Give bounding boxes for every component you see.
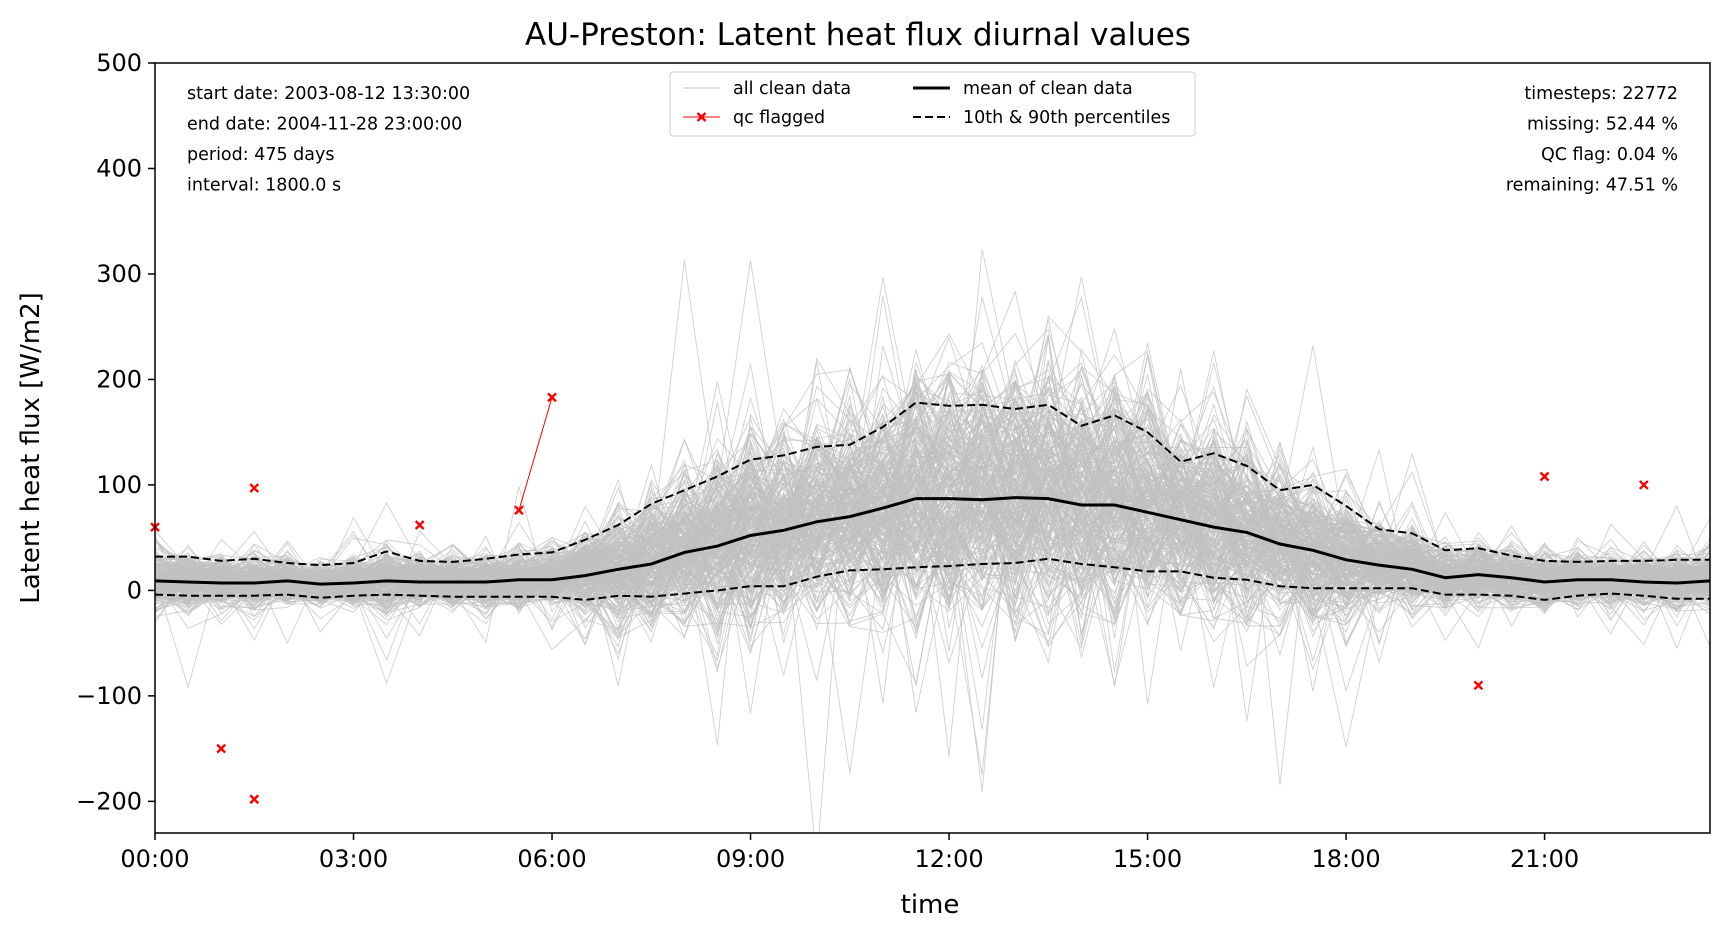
qc-flagged-marker — [1638, 480, 1649, 490]
x-tick-label: 21:00 — [1510, 845, 1579, 873]
x-tick-label: 18:00 — [1311, 845, 1380, 873]
clean-data-traces — [155, 248, 1710, 833]
legend-label: qc flagged — [733, 108, 825, 128]
percentile-10-line — [154, 557, 1710, 601]
legend-label: mean of clean data — [963, 79, 1133, 99]
x-tick-label: 06:00 — [517, 845, 586, 873]
info-left: start date: 2003-08-12 13:30:00 end date:… — [187, 84, 470, 196]
y-axis-label: Latent heat flux [W/m2] — [16, 292, 46, 604]
y-tick-label: 500 — [96, 49, 142, 77]
qc-flagged-marker — [216, 743, 227, 754]
clean-data-trace — [155, 350, 1710, 597]
percentile-lines — [154, 401, 1710, 601]
info-left-line: end date: 2004-11-28 23:00:00 — [187, 115, 462, 135]
y-tick-label: 400 — [96, 154, 142, 182]
x-tick-label: 15:00 — [1113, 845, 1182, 873]
legend: all clean data qc flagged mean of clean da… — [669, 71, 1196, 137]
y-tick-label: 300 — [96, 260, 142, 288]
info-right-line: remaining: 47.51 % — [1506, 176, 1678, 196]
y-tick-label: 100 — [96, 471, 142, 499]
y-tick-label: 0 — [127, 576, 142, 604]
qc-flagged-marker — [414, 520, 425, 530]
x-tick-label: 12:00 — [914, 845, 983, 873]
x-axis-ticks: 00:00 03:00 06:00 09:00 12:00 15:00 18:00 21:00 — [120, 833, 1579, 873]
clean-data-trace — [155, 477, 1710, 650]
clean-data-trace — [155, 451, 1710, 693]
qc-flagged-marker — [249, 794, 260, 805]
clean-data-trace — [155, 401, 1710, 645]
qc-flagged-marker — [1473, 680, 1484, 691]
y-tick-label: −200 — [76, 787, 142, 815]
plot-frame — [154, 62, 1711, 834]
qc-flagged-marker — [514, 505, 524, 516]
qc-flagged-link — [518, 397, 553, 511]
clean-data-trace — [155, 385, 1710, 605]
info-left-line: period: 475 days — [187, 145, 334, 165]
info-right-line: missing: 52.44 % — [1527, 115, 1678, 135]
x-tick-label: 09:00 — [716, 845, 785, 873]
legend-label: all clean data — [733, 79, 851, 99]
legend-label: 10th & 90th percentiles — [963, 108, 1170, 128]
x-axis-label: time — [901, 890, 960, 920]
y-axis-ticks: −200 −100 0 100 200 300 400 500 — [76, 49, 155, 815]
mean-line-group — [154, 496, 1711, 586]
info-right: timesteps: 22772 missing: 52.44 % QC flag:… — [1506, 84, 1678, 196]
info-left-line: start date: 2003-08-12 13:30:00 — [187, 84, 470, 104]
clean-data-trace — [155, 327, 1710, 598]
legend-swatch-qc-marker — [696, 112, 707, 122]
x-tick-label: 03:00 — [319, 845, 388, 873]
clean-data-trace — [155, 490, 1710, 642]
y-tick-label: 200 — [96, 365, 142, 393]
x-tick-label: 00:00 — [120, 845, 189, 873]
clean-data-trace — [155, 438, 1710, 775]
qc-flagged-marker — [249, 483, 260, 493]
mean-line — [154, 496, 1711, 586]
info-right-line: timesteps: 22772 — [1524, 84, 1678, 104]
qc-flagged-marker — [547, 392, 557, 403]
clean-data-trace — [155, 336, 1710, 599]
legend-box — [669, 71, 1196, 137]
clean-data-trace — [155, 475, 1710, 626]
clean-data-trace — [155, 409, 1710, 618]
qc-flagged-marker — [1539, 471, 1550, 482]
qc-flagged-markers — [150, 392, 1649, 805]
y-tick-label: −100 — [76, 682, 142, 710]
clean-data-trace — [155, 419, 1710, 601]
info-left-line: interval: 1800.0 s — [187, 176, 341, 196]
info-right-line: QC flag: 0.04 % — [1541, 145, 1678, 165]
chart-title: AU-Preston: Latent heat flux diurnal val… — [525, 17, 1191, 53]
percentile-90-line — [155, 401, 1710, 567]
